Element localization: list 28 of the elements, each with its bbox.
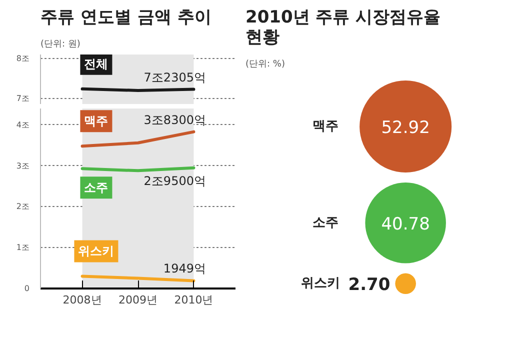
y-tick-label: 7조 <box>16 94 30 103</box>
y-tick-label: 0 <box>24 284 30 293</box>
data-label: 2.70 <box>348 275 390 296</box>
series-label: 소주 <box>84 180 108 195</box>
category-label: 맥주 <box>312 119 338 134</box>
y-tick-label: 4조 <box>16 120 30 130</box>
annotation: 3조8300억 <box>144 112 206 127</box>
series-label: 전체 <box>84 56 108 71</box>
x-tick-label: 2008년 <box>62 294 102 306</box>
chart-subtitle: (단위: 원) <box>40 40 80 50</box>
annotation: 2조9500억 <box>144 174 206 188</box>
category-label: 위스키 <box>301 276 340 292</box>
category-label: 소주 <box>312 215 338 230</box>
y-tick-label: 8조 <box>16 54 30 63</box>
y-tick-label: 3조 <box>16 161 30 170</box>
x-tick-label: 2009년 <box>118 294 158 306</box>
y-tick-label: 2조 <box>16 202 30 212</box>
text: 2010년 주류 시장점유율 현황 <box>246 8 441 48</box>
series-label: 맥주 <box>84 114 108 128</box>
data-label: 40.78 <box>381 214 430 234</box>
series-label: 위스키 <box>78 244 114 258</box>
y-tick-label: 1조 <box>16 243 30 252</box>
x-tick-label: 2010년 <box>174 294 214 306</box>
annotation: 1949억 <box>163 262 206 276</box>
text: (단위: %) <box>246 60 285 70</box>
data-label: 52.92 <box>381 118 430 138</box>
chart-title: 주류 연도별 금액 추이 <box>40 8 212 28</box>
annotation: 7조2305억 <box>144 70 206 84</box>
